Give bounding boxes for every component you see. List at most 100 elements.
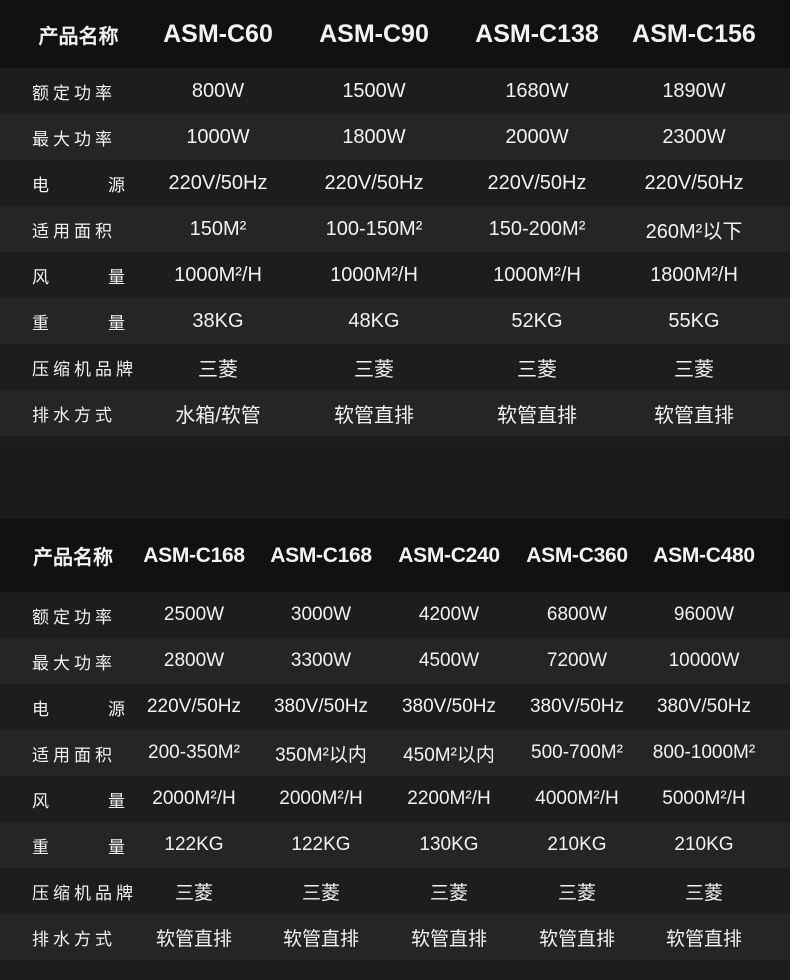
spec-value: 2000W [505, 125, 569, 148]
spec-label: 重量 [0, 822, 125, 868]
spec-row: 风量 1000M²/H 1000M²/H 1000M²/H 1800M²/H [0, 252, 790, 298]
spec-value: 三菱 [557, 882, 596, 904]
spec-value: 48KG [348, 309, 400, 332]
spec-value: 130KG [419, 834, 479, 855]
spec-row: 额定功率 2500W 3000W 4200W 6800W 9600W [0, 592, 790, 638]
spec-value: 4000M²/H [535, 788, 619, 809]
spec-row: 排水方式 软管直排 软管直排 软管直排 软管直排 软管直排 [0, 914, 790, 960]
spec-label: 最大功率 [32, 129, 116, 149]
section-gap [0, 442, 790, 519]
model-name: ASM-C90 [319, 19, 429, 48]
spec-label: 排水方式 [32, 405, 116, 425]
spec-value: 1000M²/H [174, 263, 262, 286]
model-name: ASM-C480 [653, 543, 755, 567]
spec-value: 软管直排 [282, 928, 359, 950]
spec-label: 电源 [0, 160, 125, 206]
spec-value: 3300W [290, 650, 352, 671]
table-header-row: 产品名称 ASM-C60 ASM-C90 ASM-C138 ASM-C156 [0, 0, 790, 68]
spec-label-char: 重 [32, 837, 49, 857]
spec-value: 220V/50Hz [146, 696, 241, 717]
spec-label-char: 量 [108, 267, 125, 287]
spec-row: 电源 220V/50Hz 220V/50Hz 220V/50Hz 220V/50Hz [0, 160, 790, 206]
spec-value: 9600W [673, 604, 735, 625]
spec-label-char: 量 [108, 837, 125, 857]
spec-value: 2500W [163, 604, 225, 625]
spec-row: 最大功率 1000W 1800W 2000W 2300W [0, 114, 790, 160]
spec-value: 4500W [418, 650, 480, 671]
spec-row: 重量 122KG 122KG 130KG 210KG 210KG [0, 822, 790, 868]
spec-value: 380V/50Hz [273, 696, 368, 717]
spec-value: 150-200M² [488, 217, 586, 240]
spec-value: 210KG [547, 834, 607, 855]
spec-label: 最大功率 [32, 653, 116, 673]
spec-value: 1800M²/H [650, 263, 738, 286]
spec-row: 风量 2000M²/H 2000M²/H 2200M²/H 4000M²/H 5000M²… [0, 776, 790, 822]
table-header-row: 产品名称 ASM-C168 ASM-C168 ASM-C240 ASM-C360 ASM-… [0, 519, 790, 592]
spec-table-1: 产品名称 ASM-C60 ASM-C90 ASM-C138 ASM-C156 额定功率 80… [0, 0, 790, 436]
spec-label: 适用面积 [32, 745, 116, 765]
spec-value: 2000M²/H [279, 788, 363, 809]
spec-value: 2300W [662, 125, 726, 148]
spec-value: 1890W [662, 79, 726, 102]
model-name: ASM-C168 [143, 543, 245, 567]
spec-value: 122KG [291, 834, 351, 855]
spec-row: 适用面积 150M² 100-150M² 150-200M² 260M²以下 [0, 206, 790, 252]
spec-value: 220V/50Hz [644, 171, 744, 194]
spec-label: 压缩机品牌 [32, 883, 137, 903]
model-name: ASM-C360 [526, 543, 628, 567]
spec-value: 三菱 [174, 882, 213, 904]
spec-value: 7200W [546, 650, 608, 671]
spec-label: 重量 [0, 298, 125, 344]
spec-label-char: 风 [32, 267, 49, 287]
spec-value: 软管直排 [334, 404, 414, 427]
spec-value: 三菱 [198, 358, 238, 381]
spec-value: 1000M²/H [330, 263, 418, 286]
spec-label-char: 量 [108, 313, 125, 333]
spec-label-char: 源 [108, 699, 125, 719]
spec-value: 1000W [186, 125, 250, 148]
spec-value: 100-150M² [325, 217, 423, 240]
spec-value: 软管直排 [410, 928, 487, 950]
spec-value: 150M² [189, 217, 247, 240]
spec-value: 800W [191, 79, 245, 102]
spec-label: 风量 [0, 252, 125, 298]
spec-value: 2000M²/H [152, 788, 236, 809]
spec-value: 210KG [674, 834, 734, 855]
spec-row: 额定功率 800W 1500W 1680W 1890W [0, 68, 790, 114]
spec-row: 电源 220V/50Hz 380V/50Hz 380V/50Hz 380V/50Hz 38… [0, 684, 790, 730]
spec-value: 5000M²/H [662, 788, 746, 809]
spec-label-char: 源 [108, 175, 125, 195]
spec-value: 三菱 [429, 882, 468, 904]
spec-value: 380V/50Hz [529, 696, 624, 717]
spec-value: 1800W [342, 125, 406, 148]
model-name: ASM-C156 [632, 19, 756, 48]
spec-value: 软管直排 [155, 928, 232, 950]
spec-value: 1680W [505, 79, 569, 102]
spec-value: 三菱 [354, 358, 394, 381]
spec-value: 软管直排 [538, 928, 615, 950]
spec-value: 450M²以内 [403, 744, 495, 766]
spec-value: 220V/50Hz [168, 171, 268, 194]
spec-label: 风量 [0, 776, 125, 822]
spec-value: 200-350M² [148, 742, 240, 763]
spec-value: 122KG [164, 834, 224, 855]
spec-table-2: 产品名称 ASM-C168 ASM-C168 ASM-C240 ASM-C360 ASM-… [0, 519, 790, 960]
spec-label: 排水方式 [32, 929, 116, 949]
spec-value: 1500W [342, 79, 406, 102]
spec-row: 重量 38KG 48KG 52KG 55KG [0, 298, 790, 344]
model-name: ASM-C240 [398, 543, 500, 567]
spec-value: 水箱/软管 [175, 404, 261, 427]
spec-value: 三菱 [684, 882, 723, 904]
spec-value: 52KG [511, 309, 563, 332]
spec-value: 55KG [668, 309, 720, 332]
spec-label: 电源 [0, 684, 125, 730]
spec-value: 三菱 [301, 882, 340, 904]
spec-label-char: 电 [32, 175, 49, 195]
spec-value: 2200M²/H [407, 788, 491, 809]
spec-row: 排水方式 水箱/软管 软管直排 软管直排 软管直排 [0, 390, 790, 436]
spec-label-char: 量 [108, 791, 125, 811]
model-name: ASM-C138 [475, 19, 599, 48]
spec-value: 4200W [418, 604, 480, 625]
spec-row: 适用面积 200-350M² 350M²以内 450M²以内 500-700M² 800-… [0, 730, 790, 776]
spec-value: 220V/50Hz [324, 171, 424, 194]
